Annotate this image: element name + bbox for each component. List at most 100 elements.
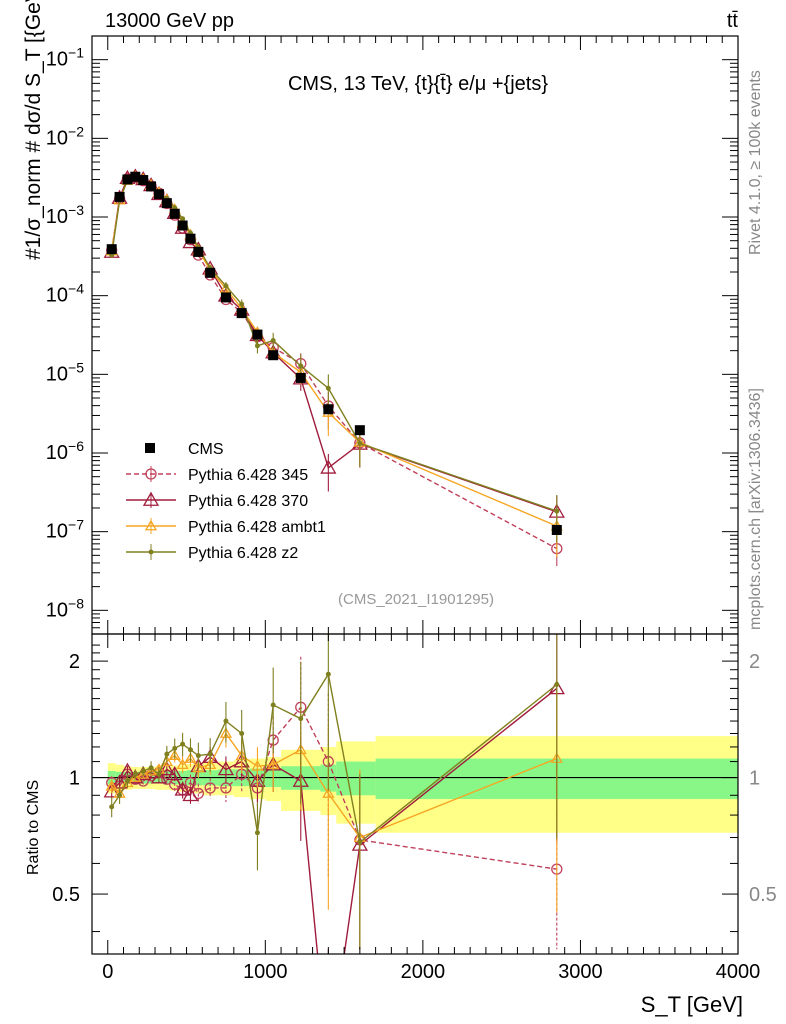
y-tick-exponent: −1	[68, 45, 84, 61]
cms-point	[130, 171, 141, 182]
series-point	[254, 830, 260, 836]
cms-point	[236, 308, 247, 319]
cms-point	[220, 292, 231, 303]
cms-point	[138, 175, 149, 186]
ratio-y-axis-label: Ratio to CMS	[25, 780, 42, 875]
series-point	[105, 779, 118, 791]
energy-label: 13000 GeV pp	[105, 10, 234, 32]
y-tick-label: 10−7	[46, 517, 84, 543]
y-tick-exponent: −4	[68, 281, 84, 297]
x-tick-label: 2000	[401, 961, 446, 983]
series-point	[204, 782, 216, 794]
series-point	[137, 767, 150, 779]
ratio-tick-label: 1	[69, 768, 80, 790]
series-main-1	[103, 168, 565, 544]
legend-label: Pythia 6.428 z2	[188, 545, 298, 562]
series-point	[164, 751, 170, 757]
series-point	[270, 702, 276, 708]
series-point	[124, 778, 130, 784]
series-point	[140, 768, 146, 774]
y-tick-base: 10	[46, 521, 68, 543]
series-point	[180, 216, 186, 222]
series-point	[172, 745, 178, 751]
series-point	[325, 385, 331, 391]
y-tick-base: 10	[46, 49, 68, 71]
series-ratio-3	[109, 634, 560, 950]
y-tick-exponent: −6	[68, 438, 84, 454]
cms-point	[323, 404, 334, 415]
series-point	[192, 761, 205, 773]
y-tick-base: 10	[46, 442, 68, 464]
x-tick-label: 4000	[716, 961, 761, 983]
series-point	[150, 769, 168, 784]
series-point	[148, 549, 154, 555]
y-tick-label: 10−8	[46, 595, 84, 621]
ratio-tick-label: 2	[69, 651, 80, 673]
axes: 0 1000 2000 3000 400010−810−710−610−510−410−…	[46, 35, 777, 983]
series-point	[207, 751, 213, 757]
series-point	[166, 765, 183, 781]
mcplots-label: mcplots.cern.ch [arXiv:1306.3436]	[747, 388, 764, 630]
series-point	[223, 283, 229, 289]
ratio-tick-label: 0.5	[52, 884, 80, 906]
legend-label: Pythia 6.428 370	[188, 493, 308, 510]
cms-point	[122, 174, 133, 185]
y-tick-label: 10−5	[46, 359, 84, 385]
y-tick-label: 10−4	[46, 281, 84, 307]
cms-point	[153, 189, 164, 200]
series-point	[117, 792, 123, 798]
y-tick-exponent: −2	[68, 123, 84, 139]
ratio-panel	[92, 634, 738, 954]
series-point	[142, 491, 160, 506]
legend: CMS Pythia 6.428 345 Pythia 6.428 370 Pythi…	[126, 441, 326, 562]
cms-point	[185, 233, 196, 244]
series-point	[298, 363, 304, 369]
series-point	[174, 781, 191, 796]
series-point	[357, 839, 363, 845]
cms-data	[106, 171, 562, 535]
legend-label-cms: CMS	[188, 441, 224, 458]
chart-title: CMS, 13 TeV, {t}{t̄} e/μ +{jets}	[288, 73, 548, 95]
series-point	[158, 761, 175, 776]
series-point	[168, 749, 181, 760]
series-point	[267, 758, 280, 770]
y-tick-label: 10−1	[46, 45, 84, 71]
legend-label: Pythia 6.428 ambt1	[188, 519, 326, 536]
cms-point	[161, 198, 172, 209]
series-point	[322, 787, 335, 798]
process-label: tt̄	[727, 10, 739, 32]
x-axis-label: S_T [GeV]	[641, 992, 743, 1017]
y-tick-base: 10	[46, 285, 68, 307]
series-point	[217, 761, 235, 776]
series-point	[254, 343, 260, 349]
ratio-frame	[91, 633, 739, 955]
rivet-label: Rivet 4.1.0, ≥ 100k events	[747, 70, 764, 255]
series-point	[145, 468, 157, 480]
legend-marker-cms	[145, 443, 155, 453]
series-point	[554, 682, 560, 688]
cms-point	[268, 350, 279, 361]
series-point	[325, 671, 331, 677]
cms-point	[551, 524, 562, 535]
series-point	[156, 771, 162, 777]
y-tick-base: 10	[46, 127, 68, 149]
series-point	[132, 771, 138, 777]
series-point	[109, 804, 115, 810]
analysis-tag: (CMS_2021_I1901295)	[338, 591, 494, 608]
series-point	[554, 508, 560, 514]
series-point	[144, 519, 158, 531]
y-tick-base: 10	[46, 599, 68, 621]
series-point	[239, 730, 245, 736]
series-point	[357, 440, 363, 446]
series-point	[270, 337, 276, 343]
stat-uncertainty-band	[336, 761, 376, 796]
cms-point	[354, 425, 365, 436]
series-point	[180, 741, 186, 747]
series-point	[195, 753, 201, 759]
y-axis-label: #1/σ_norm # dσ/d S_T [{GeV}^-1]	[22, 0, 45, 260]
y-tick-label: 10−6	[46, 438, 84, 464]
cms-point	[106, 244, 117, 255]
main-panel	[103, 168, 565, 567]
cms-point	[114, 191, 125, 202]
series-point	[320, 459, 337, 474]
